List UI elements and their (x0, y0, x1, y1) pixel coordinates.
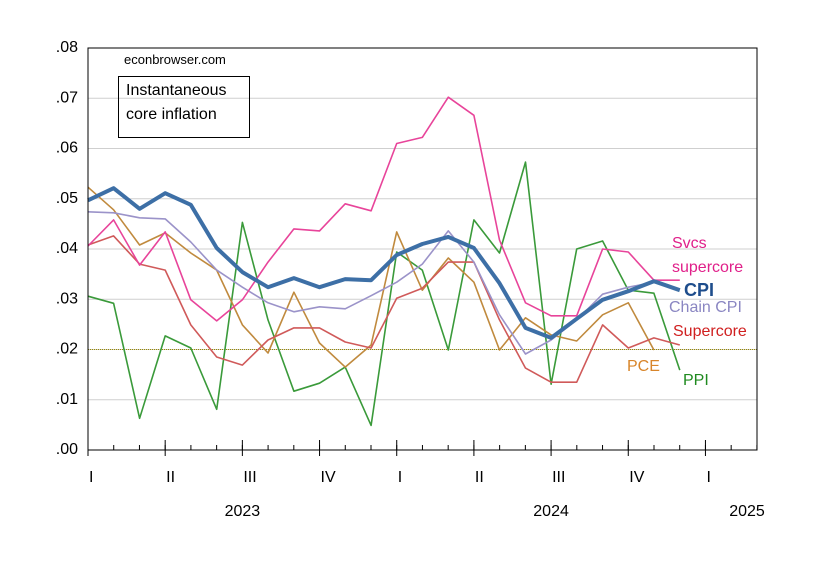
x-tick-label: IV (629, 469, 644, 486)
y-tick-label: .04 (56, 240, 78, 257)
year-label: 2023 (225, 503, 261, 520)
series-label: CPI (684, 280, 715, 300)
series-label: Supercore (673, 323, 747, 340)
series-label: Svcs supercore (672, 235, 744, 276)
x-tick-label: III (243, 469, 256, 486)
y-tick-label: .01 (56, 391, 78, 408)
y-tick-label: .05 (56, 190, 78, 207)
y-tick-label: .03 (56, 290, 78, 307)
x-tick-label: II (475, 469, 484, 486)
y-tick-label: .07 (56, 89, 78, 106)
chart-title: Instantaneous core inflation (118, 76, 250, 138)
x-tick-label: II (166, 469, 175, 486)
source: econbrowser.com (124, 52, 226, 67)
plot-frame (87, 47, 758, 451)
series-line (87, 161, 681, 427)
x-tick-label: I (89, 469, 93, 486)
year-label: 2024 (533, 503, 569, 520)
series-line (87, 186, 681, 340)
x-tick-label: I (398, 469, 402, 486)
y-tick-label: .08 (56, 39, 78, 56)
series-label: Chain CPI (669, 299, 742, 316)
series-line (87, 235, 681, 383)
series-line (87, 186, 655, 368)
series-label: PPI (683, 372, 709, 389)
series-line (87, 211, 655, 355)
y-tick-label: .02 (56, 341, 78, 358)
x-tick-label: IV (321, 469, 336, 486)
series-label: PCE (627, 358, 660, 375)
y-tick-label: .00 (56, 441, 78, 458)
y-tick-label: .06 (56, 140, 78, 157)
series-line (87, 96, 680, 322)
year-label: 2025 (729, 503, 765, 520)
x-tick-label: III (552, 469, 565, 486)
x-tick-label: I (706, 469, 710, 486)
